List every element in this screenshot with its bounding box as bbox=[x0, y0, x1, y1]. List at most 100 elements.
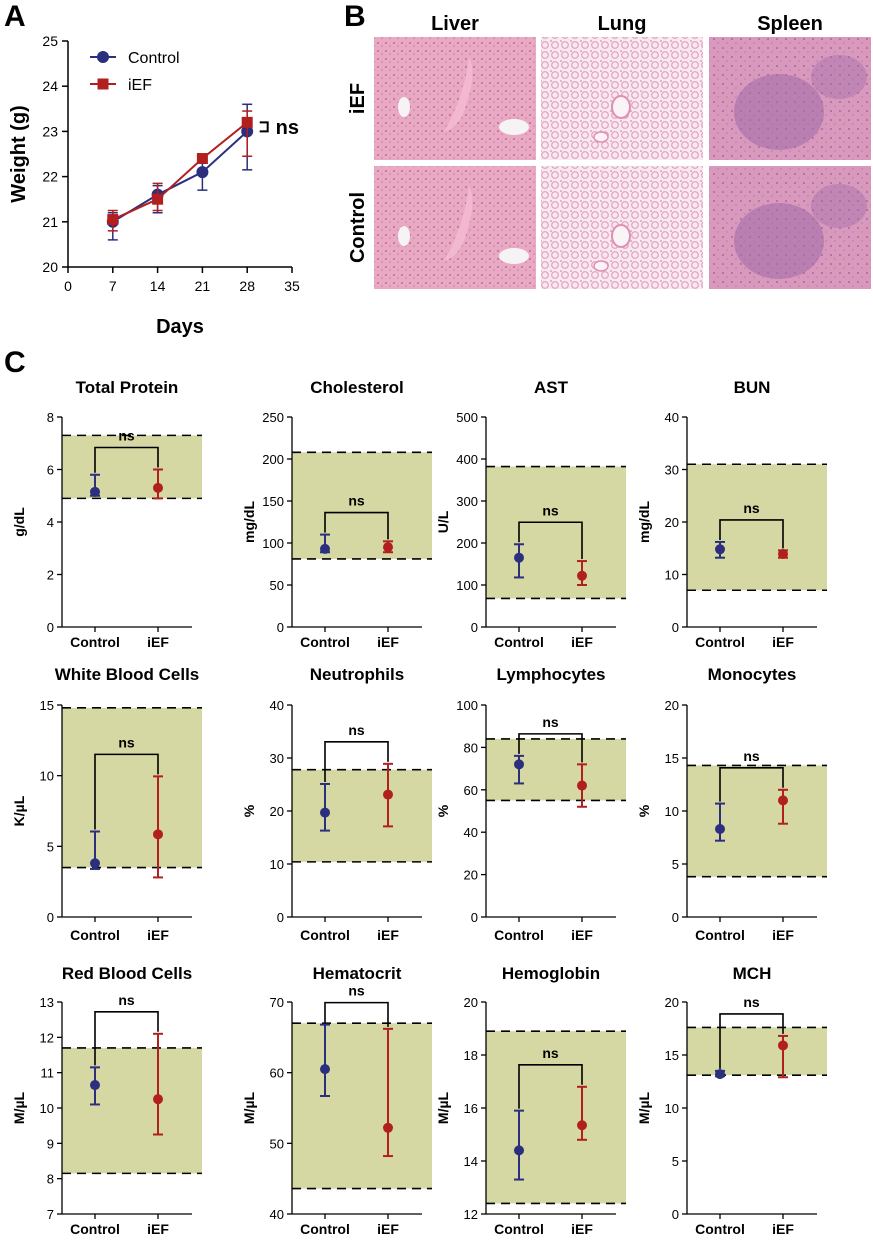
data-point bbox=[514, 1145, 524, 1156]
tissue-column-label: Spleen bbox=[757, 13, 823, 35]
data-point bbox=[153, 1094, 163, 1105]
vessel bbox=[499, 119, 529, 135]
y-tick-label: 100 bbox=[262, 536, 284, 551]
y-axis-unit: % bbox=[241, 804, 257, 817]
x-category-label: Control bbox=[695, 634, 745, 650]
y-tick-label: 11 bbox=[41, 1066, 55, 1081]
data-point bbox=[196, 166, 209, 179]
legend-marker bbox=[97, 78, 109, 90]
panel-ast: 0 100 200 300 400 500 Control iEF AST U/L ns bbox=[435, 378, 626, 650]
panel-rbc: 7 8 9 10 11 12 13 Control iEF Red Blood Cells M/µL… bbox=[11, 964, 202, 1237]
reference-range-band bbox=[687, 464, 827, 591]
significance-bracket bbox=[719, 767, 784, 802]
chart-title: Cholesterol bbox=[310, 378, 404, 397]
panel-tp: 0 2 4 6 8 Control iEF Total Protein g/dL ns bbox=[11, 378, 202, 650]
y-tick-label: 60 bbox=[270, 1066, 284, 1081]
x-category-label: Control bbox=[494, 634, 544, 650]
reference-range-band bbox=[486, 466, 626, 599]
y-tick-label: 21 bbox=[42, 214, 58, 230]
significance-label: ns bbox=[348, 493, 365, 509]
data-point bbox=[715, 1069, 725, 1080]
x-category-label: Control bbox=[300, 927, 350, 943]
chart-title: Monocytes bbox=[708, 665, 797, 684]
y-tick-label: 0 bbox=[47, 620, 54, 635]
significance-label: ns bbox=[743, 748, 760, 764]
legend-entry: Control bbox=[128, 50, 180, 67]
panel-hct: 40 50 60 70 Control iEF Hematocrit M/µL ns bbox=[241, 964, 432, 1237]
data-point bbox=[196, 153, 208, 165]
y-tick-label: 13 bbox=[40, 995, 54, 1010]
y-tick-label: 10 bbox=[665, 804, 679, 819]
y-tick-label: 5 bbox=[672, 1154, 679, 1169]
tissue-column-label: Liver bbox=[431, 13, 479, 35]
significance-label: ns bbox=[118, 428, 135, 444]
y-tick-label: 50 bbox=[270, 578, 284, 593]
data-point bbox=[320, 1064, 330, 1075]
x-category-label: iEF bbox=[772, 634, 794, 650]
airway bbox=[611, 224, 631, 248]
data-point bbox=[90, 1080, 100, 1091]
significance-bracket bbox=[324, 1001, 389, 1027]
y-tick-label: 25 bbox=[42, 33, 58, 49]
tissue-column-label: Lung bbox=[598, 13, 647, 35]
panel-chol: 0 50 100 150 200 250 Control iEF Cholesterol mg/d… bbox=[241, 378, 432, 650]
panel-neut: 0 10 20 30 40 Control iEF Neutrophils% ns bbox=[241, 665, 432, 943]
x-category-label: iEF bbox=[571, 1221, 593, 1237]
x-tick-label: 21 bbox=[195, 278, 211, 294]
x-category-label: iEF bbox=[772, 1221, 794, 1237]
y-tick-label: 10 bbox=[40, 1101, 54, 1116]
vessel bbox=[398, 226, 410, 246]
data-point bbox=[320, 543, 330, 554]
x-category-label: iEF bbox=[571, 927, 593, 943]
y-tick-label: 70 bbox=[270, 995, 284, 1010]
airway bbox=[611, 95, 631, 119]
x-category-label: Control bbox=[70, 634, 120, 650]
white-pulp bbox=[811, 55, 867, 99]
y-tick-label: 15 bbox=[665, 1048, 679, 1063]
y-tick-label: 250 bbox=[262, 410, 284, 425]
histology-image bbox=[374, 37, 536, 160]
y-tick-label: 0 bbox=[672, 1207, 679, 1222]
reference-range-band bbox=[62, 707, 202, 868]
y-tick-label: 100 bbox=[456, 578, 478, 593]
chart-title: BUN bbox=[734, 378, 771, 397]
y-tick-label: 6 bbox=[47, 463, 54, 478]
significance-bracket bbox=[719, 1013, 784, 1069]
significance-bracket bbox=[94, 753, 159, 830]
legend-marker bbox=[97, 51, 109, 63]
y-tick-label: 300 bbox=[456, 494, 478, 509]
significance-bracket bbox=[518, 521, 583, 560]
x-category-label: iEF bbox=[147, 1221, 169, 1237]
y-tick-label: 10 bbox=[665, 568, 679, 583]
panel-wbc: 0 5 10 15 Control iEF White Blood Cells K/µL ns bbox=[11, 665, 202, 943]
y-axis-unit: M/µL bbox=[11, 1091, 27, 1124]
vessel bbox=[444, 57, 473, 132]
significance-bracket bbox=[94, 446, 159, 473]
significance-bracket bbox=[324, 741, 389, 782]
chart-title: Lymphocytes bbox=[497, 665, 606, 684]
y-tick-label: 23 bbox=[42, 123, 58, 139]
histology-panel: Liver Lung Spleen iEF Control bbox=[347, 13, 871, 289]
significance-label: ns bbox=[348, 983, 365, 999]
vessel bbox=[398, 97, 410, 117]
panel-label-a: A bbox=[4, 0, 26, 33]
y-axis-unit: U/L bbox=[435, 510, 451, 533]
significance-bracket bbox=[324, 511, 389, 540]
x-category-label: Control bbox=[70, 927, 120, 943]
x-tick-label: 28 bbox=[239, 278, 255, 294]
panel-lymph: 0 20 40 60 80 100 Control iEF Lymphocytes% ns bbox=[435, 665, 626, 943]
reference-range-band bbox=[292, 769, 432, 862]
reference-range-band bbox=[687, 1027, 827, 1076]
x-tick-label: 35 bbox=[284, 278, 300, 294]
data-point bbox=[514, 759, 524, 770]
y-tick-label: 2 bbox=[47, 568, 54, 583]
data-point bbox=[514, 552, 524, 563]
y-tick-label: 22 bbox=[42, 169, 58, 185]
series-line-iEF bbox=[112, 121, 248, 221]
y-tick-label: 200 bbox=[456, 536, 478, 551]
data-point bbox=[383, 789, 393, 800]
y-tick-label: 7 bbox=[47, 1207, 54, 1222]
y-tick-label: 10 bbox=[270, 857, 284, 872]
panel-hgb: 12 14 16 18 20 Control iEF Hemoglobin M/µL ns bbox=[435, 964, 626, 1237]
panel-bun: 0 10 20 30 40 Control iEF BUN mg/dL ns bbox=[636, 378, 827, 650]
